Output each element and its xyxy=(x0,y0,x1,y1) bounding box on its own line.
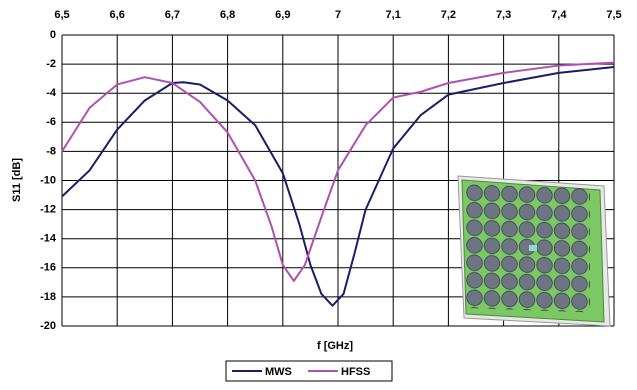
legend-label: MWS xyxy=(265,366,292,378)
x-tick-label: 6,9 xyxy=(275,9,290,21)
y-axis-title: S11 [dB] xyxy=(11,158,23,202)
x-tick-label: 7,5 xyxy=(606,9,621,21)
x-tick-label: 7,3 xyxy=(496,9,511,21)
x-tick-label: 7,1 xyxy=(386,9,401,21)
y-tick-label: -18 xyxy=(40,291,56,303)
y-tick-label: -6 xyxy=(46,116,56,128)
y-tick-label: -4 xyxy=(46,87,57,99)
y-tick-label: -16 xyxy=(40,262,56,274)
y-tick-label: -20 xyxy=(40,320,56,332)
y-tick-label: -14 xyxy=(40,233,57,245)
legend-label: HFSS xyxy=(341,366,370,378)
x-tick-label: 7,4 xyxy=(551,9,567,21)
y-tick-label: -8 xyxy=(46,145,56,157)
y-tick-label: -12 xyxy=(40,204,56,216)
y-tick-label: -10 xyxy=(40,174,56,186)
x-tick-label: 7,2 xyxy=(441,9,456,21)
y-tick-label: -2 xyxy=(46,58,56,70)
x-axis-title: f [GHz] xyxy=(317,340,353,352)
x-tick-label: 7 xyxy=(335,9,341,21)
x-tick-label: 6,7 xyxy=(165,9,180,21)
x-tick-label: 6,8 xyxy=(220,9,235,21)
chart: f [GHz] S11 [dB] 6,5 6,6 6,7 6,8 6,9 7 7,1 7,2 7… xyxy=(0,0,637,385)
antenna-inset xyxy=(458,176,610,326)
x-tick-label: 6,5 xyxy=(54,9,69,21)
x-tick-label: 6,6 xyxy=(110,9,125,21)
y-tick-label: 0 xyxy=(50,29,56,41)
